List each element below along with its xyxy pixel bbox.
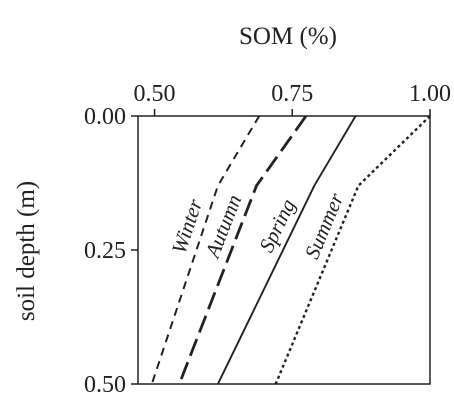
- y-tick-label-1: 0.25: [84, 238, 126, 264]
- y-ticks: 0.00 0.25 0.50: [84, 104, 138, 398]
- x-tick-label-0: 0.50: [134, 81, 176, 107]
- series-line-autumn: [177, 115, 308, 385]
- series-lines: [150, 115, 431, 385]
- x-tick-label-2: 1.00: [409, 81, 451, 107]
- x-tick-label-1: 0.75: [271, 81, 313, 107]
- x-ticks: 0.50 0.75 1.00: [134, 81, 451, 116]
- x-axis-title: SOM (%): [239, 23, 337, 50]
- y-tick-label-0: 0.00: [84, 104, 126, 130]
- series-line-summer: [274, 115, 431, 385]
- y-axis-title: soil depth (m): [13, 181, 40, 321]
- series-line-spring: [217, 115, 357, 385]
- series-label-spring: Spring: [254, 195, 300, 256]
- y-tick-label-2: 0.50: [84, 372, 126, 398]
